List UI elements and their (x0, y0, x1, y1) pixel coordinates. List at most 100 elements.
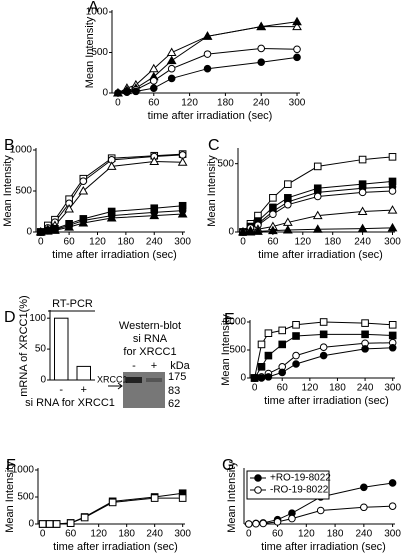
marker (319, 351, 328, 360)
marker (312, 224, 323, 233)
band-arrow (108, 382, 123, 390)
marker (167, 64, 176, 73)
panel-label: F (6, 457, 16, 474)
chart-title: RT-PCR (52, 298, 93, 310)
marker (273, 518, 282, 526)
x-tick-label: 0 (115, 98, 121, 109)
marker (167, 74, 176, 83)
blot-subtitle: si RNA (133, 333, 168, 345)
y-tick-label: 50 (35, 344, 47, 355)
marker (254, 474, 262, 482)
x-tick-label: 0 (38, 237, 44, 248)
marker (79, 177, 88, 185)
marker (106, 213, 117, 222)
bar (54, 317, 69, 381)
marker (42, 226, 53, 235)
marker (64, 222, 74, 231)
lane-label: - (132, 360, 136, 372)
marker (361, 345, 369, 353)
marker (132, 87, 140, 96)
marker (357, 206, 368, 215)
panel-label: E (224, 311, 235, 328)
marker (319, 318, 328, 326)
x-tick-label: 60 (277, 383, 289, 394)
marker (269, 194, 277, 202)
series-line (117, 56, 298, 94)
marker (316, 506, 325, 515)
marker-label: 83 (168, 385, 180, 397)
x-tick-label: 240 (354, 237, 371, 248)
marker (177, 208, 188, 218)
x-tick-label: - (59, 384, 63, 396)
x-tick-label: 60 (148, 98, 160, 109)
marker (253, 226, 263, 235)
marker (312, 210, 323, 220)
x-axis-label: time after irradiation (sec) (148, 110, 273, 122)
legend-label: +RO-19-8022 (270, 473, 331, 484)
blot-subtitle: for XRCC1 (123, 346, 176, 358)
y-axis-label: mRNA of XRCC1(%) (18, 295, 30, 396)
x-tick-label: 120 (298, 529, 315, 540)
marker (278, 368, 287, 377)
marker (284, 200, 292, 209)
marker (108, 498, 117, 507)
marker (166, 47, 177, 56)
marker (80, 513, 89, 522)
marker (114, 89, 122, 97)
marker (257, 363, 266, 371)
marker (150, 494, 159, 502)
marker (358, 155, 367, 164)
marker (166, 55, 177, 65)
marker (292, 332, 300, 340)
marker (361, 330, 369, 339)
y-tick-label: 1000 (10, 145, 33, 156)
legend-label: -RO-19-8022 (270, 485, 329, 496)
x-tick-label: 300 (289, 98, 306, 109)
x-tick-label: 120 (89, 237, 106, 248)
panel-label: A (88, 0, 99, 16)
x-axis-label: time after irradiation (sec) (52, 249, 177, 261)
marker (361, 319, 369, 327)
y-axis-label: Mean Intensity (2, 155, 14, 227)
x-tick-label: 180 (327, 529, 344, 540)
y-tick-label: 500 (15, 186, 32, 197)
x-tick-label: 60 (64, 237, 76, 248)
marker (357, 223, 368, 233)
marker (293, 45, 301, 54)
marker (78, 185, 89, 195)
x-tick-label: 300 (384, 237, 401, 248)
marker (360, 503, 368, 512)
marker (106, 161, 117, 170)
x-tick-label: 120 (90, 529, 107, 540)
x-tick-label: 240 (357, 383, 374, 394)
marker (177, 157, 188, 166)
x-tick-label: + (81, 384, 87, 396)
marker (149, 210, 160, 220)
blot-band (126, 377, 142, 383)
marker (78, 217, 89, 227)
panel-label: B (4, 137, 15, 154)
marker (288, 514, 296, 523)
x-tick-label: 180 (324, 237, 341, 248)
x-tick-label: 180 (118, 529, 135, 540)
marker (38, 520, 47, 528)
x-tick-label: 180 (217, 98, 234, 109)
x-tick-label: 0 (246, 529, 252, 540)
marker (292, 321, 300, 329)
x-tick-label: 0 (252, 383, 258, 394)
x-axis-label: time after irradiation (sec) (258, 249, 383, 261)
marker (264, 373, 273, 381)
marker (64, 204, 74, 213)
bar (76, 365, 91, 381)
marker (278, 340, 287, 349)
marker (388, 343, 397, 352)
x-tick-label: 300 (174, 529, 191, 540)
x-tick-label: 180 (118, 237, 135, 248)
marker (149, 84, 158, 92)
x-tick-label: 300 (384, 529, 401, 540)
